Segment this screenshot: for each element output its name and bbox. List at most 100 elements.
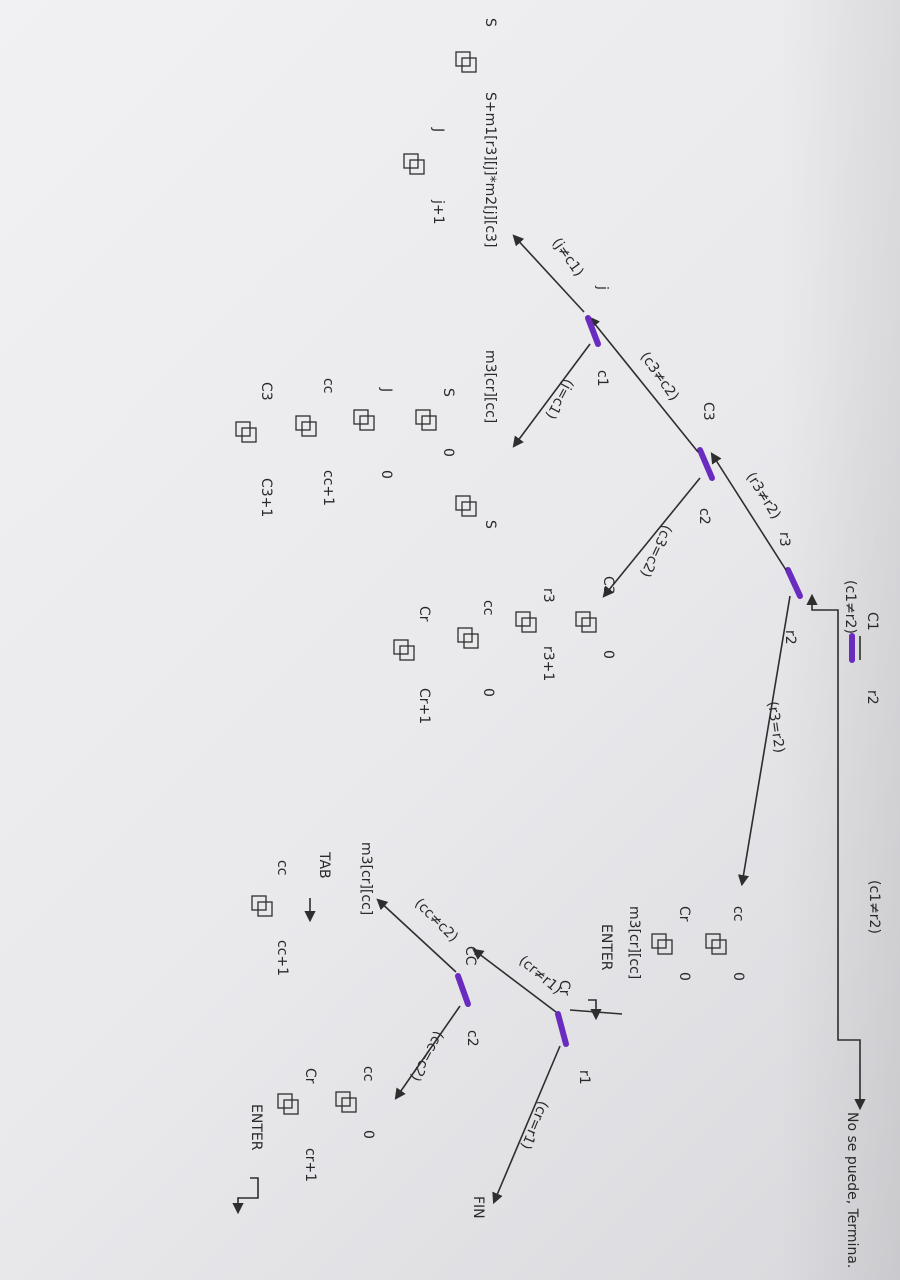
assign-box-icon: [705, 933, 727, 955]
j-end-c3-var: C3: [258, 382, 274, 401]
j-branch-j-expr: j+1: [430, 199, 446, 225]
r3-end-block: cc 0 Cr 0 m3[cr][cc] ENTER: [588, 906, 746, 1021]
edge-cr-to-cc: [472, 948, 557, 1013]
edge-root-to-r3: [806, 593, 839, 650]
root-node: C1 r2 (c1≠r2): [842, 580, 880, 705]
assign-box-icon: [455, 495, 477, 517]
cc-right-cc-var: cc: [360, 1066, 376, 1081]
cc-right-enter: ENTER: [248, 1104, 264, 1151]
r3-end-enter: ENTER: [598, 924, 614, 971]
root-right-label: r2: [864, 690, 880, 705]
r3-end-cc-val: 0: [730, 972, 746, 981]
cc-right-cr-expr: cr+1: [302, 1148, 318, 1182]
j-right-label: c1: [594, 370, 610, 387]
assign-box-icon: [353, 409, 375, 431]
cc-right-cr-var: Cr: [302, 1068, 318, 1084]
j-node: j c1: [585, 285, 610, 387]
edge-j-to-loop: [512, 234, 585, 313]
j-end-s: S: [482, 520, 498, 529]
cr-label: Cr: [556, 980, 572, 996]
assign-box-icon: [335, 1091, 357, 1113]
c3-end-block: C3 0 r3 r3+1 cc 0 Cr Cr+1: [393, 576, 616, 724]
c3-cond-right: (c3=c2): [637, 522, 675, 579]
j-end-cc-expr: cc+1: [320, 470, 336, 506]
c3-right-label: c2: [696, 508, 712, 525]
r3-end-cr-val: 0: [676, 972, 692, 981]
cc-left-cc-expr: cc+1: [274, 940, 290, 976]
cc-cond-right: (cc=c2): [407, 1028, 447, 1084]
cr-cond-left: (cr≠r1): [515, 953, 564, 998]
edge-r3-end-to-cr: [569, 1009, 623, 1015]
r3-node: r3 r2: [776, 532, 803, 645]
cr-right-label: r1: [576, 1070, 592, 1085]
edge-cc-to-left: [376, 898, 457, 973]
enter-arrow-icon: [232, 1177, 259, 1215]
j-branch-s-expr: S+m1[r3][j]*m2[j][c3]: [482, 92, 498, 247]
cc-node: CC c2: [455, 946, 480, 1047]
c3-end-cc-val: 0: [480, 688, 496, 697]
edge-c3-to-end: [602, 477, 701, 598]
c3-end-cr-var: Cr: [416, 606, 432, 622]
j-end-block: m3[cr][cc] S S 0 J 0 cc cc+1 C3 C3+1: [235, 350, 498, 529]
cc-left-m3: m3[cr][cc]: [358, 842, 374, 915]
edge-r3-to-end: [737, 595, 791, 887]
assign-box-icon: [251, 895, 273, 917]
cc-left-cc-var: cc: [274, 860, 290, 875]
fin-label: FIN: [470, 1196, 486, 1219]
r3-end-cc-var: cc: [730, 906, 746, 921]
cc-label: CC: [462, 946, 478, 966]
edge-cc-to-right: [394, 1005, 461, 1100]
cr-loop-mark: [555, 1011, 569, 1047]
cr-node: Cr r1: [555, 980, 592, 1085]
r3-end-cr-var: Cr: [676, 906, 692, 922]
c3-label: C3: [700, 402, 716, 421]
j-branch-block: S S+m1[r3][j]*m2[j][c3] J j+1: [403, 18, 498, 247]
assign-box-icon: [457, 627, 479, 649]
c3-end-c3-val: 0: [600, 650, 616, 659]
j-end-s-zero-var: S: [440, 388, 456, 397]
j-cond-right: (j=c1): [542, 376, 576, 422]
root-left-label: C1: [864, 612, 880, 631]
assign-box-icon: [277, 1093, 299, 1115]
cc-right-block: cc 0 Cr cr+1 ENTER: [232, 1066, 376, 1215]
j-end-cc-var: cc: [320, 378, 336, 393]
r3-end-m3: m3[cr][cc]: [626, 906, 642, 979]
r3-cond-right: (r3=r2): [764, 700, 787, 754]
j-end-s-zero-val: 0: [440, 448, 456, 457]
r3-right-label: r2: [782, 630, 798, 645]
cc-loop-mark: [455, 973, 471, 1007]
c3-end-c3-var: C3: [600, 576, 616, 595]
c3-node: C3 c2: [696, 402, 716, 525]
j-end-c3-expr: C3+1: [258, 478, 274, 517]
root-no-result: No se puede, Termina.: [844, 1112, 860, 1268]
j-end-m3: m3[cr][cc]: [482, 350, 498, 423]
j-label: j: [594, 285, 610, 290]
j-cond-left: (j≠c1): [549, 235, 587, 280]
root-cond-left: (c1≠r2): [842, 580, 858, 634]
j-end-j-var: J: [378, 387, 394, 392]
assign-box-icon: [651, 933, 673, 955]
assign-box-icon: [393, 639, 415, 661]
c3-loop-mark: [697, 447, 715, 481]
assign-box-icon: [455, 51, 477, 73]
edge-c3-to-j: [588, 316, 699, 453]
edge-j-to-end: [512, 343, 591, 448]
edge-cr-to-fin: [492, 1045, 561, 1205]
assign-box-icon: [403, 153, 425, 175]
c3-end-r3-expr: r3+1: [540, 646, 556, 681]
j-end-j-val: 0: [378, 470, 394, 479]
cr-cond-right: (cr=r1): [517, 1099, 551, 1152]
r3-loop-mark: [785, 567, 803, 599]
cc-left-tab: TAB: [316, 851, 332, 879]
assign-box-icon: [515, 611, 537, 633]
paper-shadow: [780, 0, 900, 1280]
c3-cond-left: (c3≠c2): [637, 349, 682, 404]
cc-right-label: c2: [464, 1030, 480, 1047]
c3-end-cc-var: cc: [480, 600, 496, 615]
r3-label: r3: [776, 532, 792, 547]
edge-r3-to-c3: [710, 452, 787, 571]
j-branch-s-assign: S: [482, 18, 498, 27]
assign-box-icon: [235, 421, 257, 443]
